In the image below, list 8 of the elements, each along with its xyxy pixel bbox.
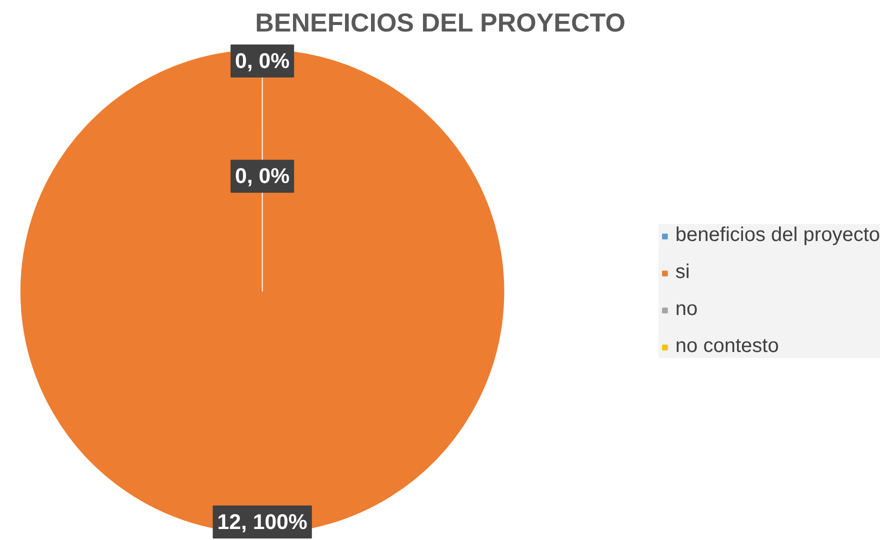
legend-label: no contesto [675, 335, 779, 358]
text: 0, 0% [235, 164, 290, 188]
legend-label: beneficios del proyecto [675, 224, 880, 247]
data-label: 12, 100% [217, 510, 308, 534]
text: 0, 0% [235, 48, 290, 73]
legend-label: no [675, 298, 698, 321]
legend-label: si [675, 261, 691, 284]
chart-title: BENEFICIOS DEL PROYECTO [255, 8, 626, 38]
